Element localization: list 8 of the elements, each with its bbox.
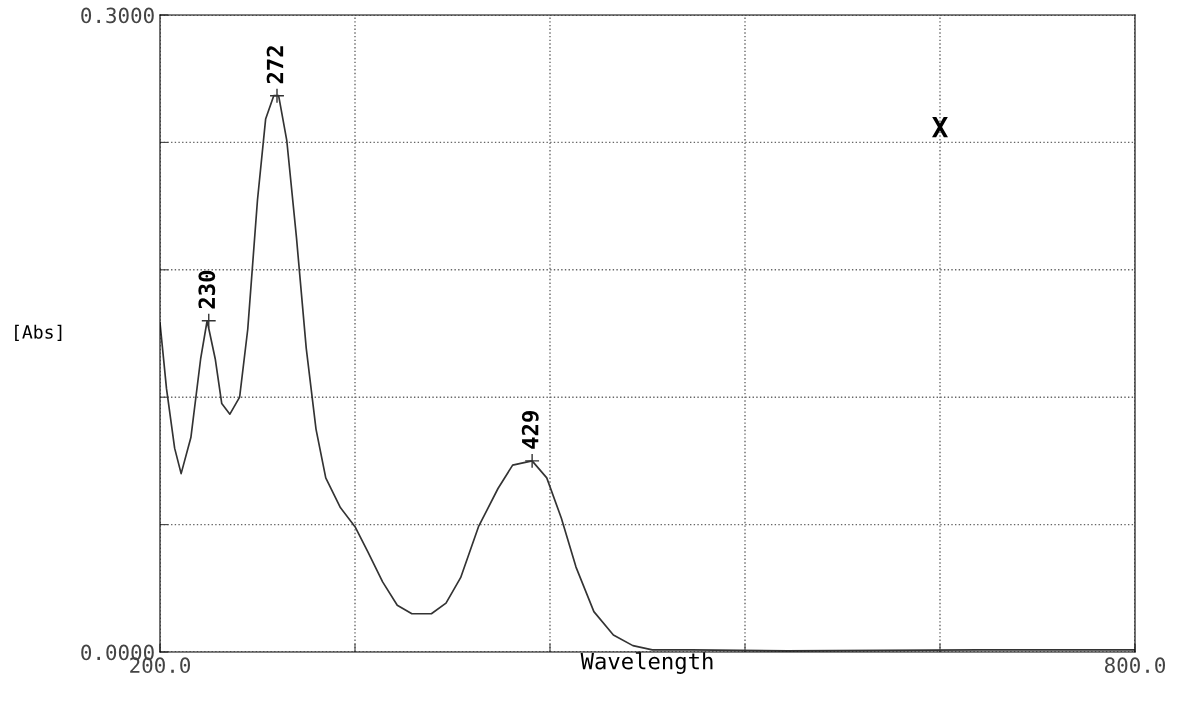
annotation: 230 xyxy=(198,270,216,309)
x-axis-title: Wavelength xyxy=(580,652,713,674)
x-tick-label: 800.0 xyxy=(1104,657,1166,674)
annotation: 272 xyxy=(266,46,284,84)
y-axis-title: [Abs] xyxy=(15,324,62,341)
annotation: X xyxy=(932,117,948,138)
y-tick-label: 0.3000 xyxy=(81,7,154,24)
annotation: 429 xyxy=(521,411,539,449)
